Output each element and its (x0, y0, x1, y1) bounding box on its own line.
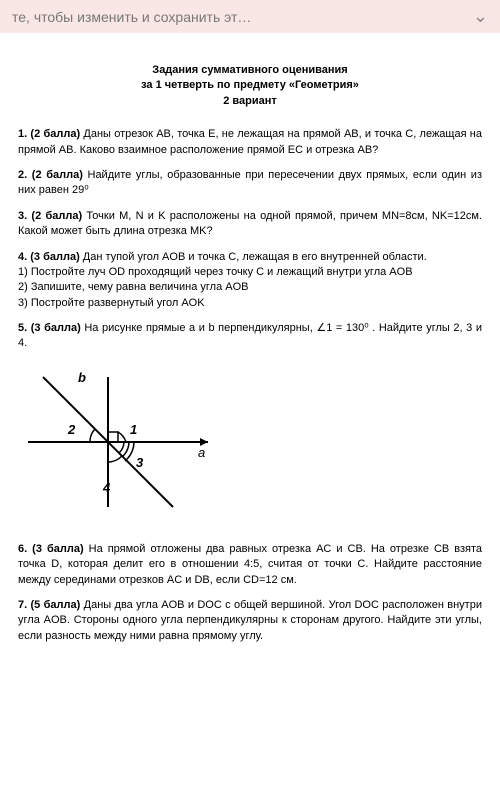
q3-text: Точки M, N и K расположены на одной прям… (18, 210, 482, 237)
label-b: b (78, 370, 86, 385)
title-line-3: 2 вариант (18, 94, 482, 109)
question-5: 5. (3 балла) На рисунке прямые a и b пер… (18, 321, 482, 352)
title-line-2: за 1 четверть по предмету «Геометрия» (18, 78, 482, 93)
q6-label: 6. (3 балла) (18, 543, 84, 555)
q4-text: Дан тупой угол AOB и точка C, лежащая в … (80, 251, 427, 263)
geometry-diagram: b a 1 2 3 4 (18, 362, 218, 522)
figure-q5: b a 1 2 3 4 (18, 362, 482, 522)
q5-label: 5. (3 балла) (18, 322, 81, 334)
question-6: 6. (3 балла) На прямой отложены два равн… (18, 542, 482, 588)
chevron-down-icon[interactable]: ⌄ (473, 6, 488, 27)
label-a: a (198, 445, 205, 460)
document-content: Задания суммативного оценивания за 1 чет… (0, 33, 500, 664)
question-7: 7. (5 балла) Даны два угла AOB и DOC с о… (18, 598, 482, 644)
label-4: 4 (102, 480, 111, 495)
q4-sub3: 3) Постройте развернутый угол AOK (18, 296, 482, 311)
question-3: 3. (2 балла) Точки M, N и K расположены … (18, 209, 482, 240)
header-text: те, чтобы изменить и сохранить эт… (12, 9, 251, 25)
q7-label: 7. (5 балла) (18, 599, 80, 611)
q2-text: Найдите углы, образованные при пересечен… (18, 169, 482, 196)
label-2: 2 (67, 422, 76, 437)
title-line-1: Задания суммативного оценивания (18, 63, 482, 78)
q3-label: 3. (2 балла) (18, 210, 82, 222)
q4-sub1: 1) Постройте луч OD проходящий через точ… (18, 265, 482, 280)
label-3: 3 (136, 455, 144, 470)
q4-sub2: 2) Запишите, чему равна величина угла AO… (18, 280, 482, 295)
q2-label: 2. (2 балла) (18, 169, 83, 181)
header-bar: те, чтобы изменить и сохранить эт… ⌄ (0, 0, 500, 33)
question-4: 4. (3 балла) Дан тупой угол AOB и точка … (18, 250, 482, 312)
question-2: 2. (2 балла) Найдите углы, образованные … (18, 168, 482, 199)
q4-label: 4. (3 балла) (18, 251, 80, 263)
label-1: 1 (130, 422, 137, 437)
q5-text: На рисунке прямые a и b перпендикулярны,… (18, 322, 482, 349)
title-block: Задания суммативного оценивания за 1 чет… (18, 63, 482, 109)
q6-text: На прямой отложены два равных отрезка AC… (18, 543, 482, 586)
q1-text: Даны отрезок AB, точка E, не лежащая на … (18, 128, 482, 155)
q7-text: Даны два угла AOB и DOC с общей вершиной… (18, 599, 482, 642)
q1-label: 1. (2 балла) (18, 128, 80, 140)
question-1: 1. (2 балла) Даны отрезок AB, точка E, н… (18, 127, 482, 158)
